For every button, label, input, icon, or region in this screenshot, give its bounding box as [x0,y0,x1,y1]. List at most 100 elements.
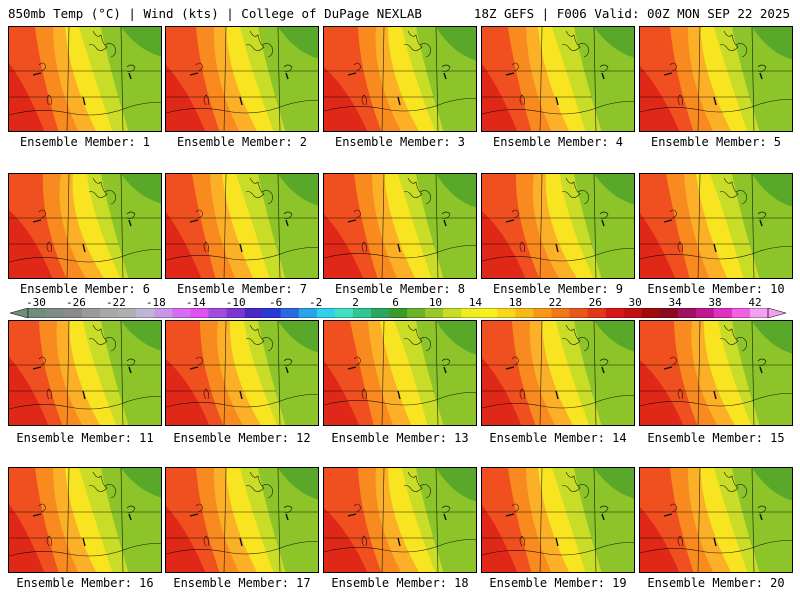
ensemble-member-label: Ensemble Member: 13 [331,431,469,445]
ensemble-map-panel [639,467,793,573]
run-info: 18Z GEFS | F006 Valid: 00Z MON SEP 22 20… [473,6,790,21]
ensemble-member-label: Ensemble Member: 15 [647,431,785,445]
colorbar-swatch [713,308,733,318]
colorbar-swatch [46,308,65,318]
colorbar-swatch [244,308,263,318]
colorbar-swatch [407,308,426,318]
colorbar-swatch [334,308,354,318]
ensemble-map-panel [165,320,319,426]
ensemble-member-label: Ensemble Member: 12 [173,431,311,445]
ensemble-map-panel [323,467,477,573]
ensemble-member-label: Ensemble Member: 2 [176,135,308,149]
colorbar-tick-label: -30 [26,296,46,309]
colorbar-tick-label: -6 [269,296,283,309]
ensemble-map-panel [165,26,319,132]
colorbar-swatch [461,308,480,318]
colorbar-tick-label: -2 [308,296,323,309]
colorbar-swatch [226,308,245,318]
colorbar-swatch [370,308,390,318]
ensemble-map-panel [323,320,477,426]
colorbar-swatch [425,308,444,318]
colorbar-tick-label: -10 [225,296,246,309]
ensemble-map-panel [165,467,319,573]
colorbar-swatch [623,308,642,318]
colorbar-left-arrow [10,308,29,318]
colorbar-swatch [533,308,552,318]
ensemble-member-label: Ensemble Member: 4 [492,135,624,149]
ensemble-map-panel [639,320,793,426]
ensemble-map-panel [639,173,793,279]
colorbar-tick-label: -14 [185,296,206,309]
ensemble-map-panel [481,467,635,573]
colorbar-swatch [749,308,769,318]
ensemble-map-panel [8,173,162,279]
colorbar-swatch [118,308,137,318]
colorbar-tick-label: 14 [468,296,482,309]
colorbar-tick-label: 10 [428,296,443,309]
colorbar-swatch [443,308,462,318]
colorbar-swatch [515,308,534,318]
ensemble-member-label: Ensemble Member: 17 [173,576,311,590]
ensemble-member-label: Ensemble Member: 19 [489,576,627,590]
colorbar-tick-label: 22 [548,296,562,309]
ensemble-member-label: Ensemble Member: 1 [19,135,151,149]
ensemble-map-panel [481,320,635,426]
colorbar-swatch [136,308,155,318]
colorbar-swatch [154,308,173,318]
ensemble-member-label: Ensemble Member: 9 [492,282,624,296]
colorbar-swatch [731,308,751,318]
colorbar-tick-label: -18 [145,296,166,309]
colorbar-tick-label: -26 [66,296,86,309]
ensemble-map-panel [481,173,635,279]
colorbar-swatch [190,308,209,318]
ensemble-member-label: Ensemble Member: 14 [489,431,627,445]
colorbar-swatch [280,308,300,318]
colorbar-swatch [316,308,336,318]
colorbar-swatch [262,308,281,318]
colorbar-swatch [64,308,83,318]
temperature-colorbar [10,308,786,318]
colorbar-swatch [352,308,372,318]
ensemble-map-panel [323,26,477,132]
ensemble-map-panel [639,26,793,132]
colorbar-swatch [677,308,697,318]
colorbar-swatch [28,308,47,318]
ensemble-member-label: Ensemble Member: 11 [16,431,154,445]
colorbar-tick-label: 34 [668,296,682,309]
map-title: 850mb Temp (°C) | Wind (kts) | College o… [8,6,422,21]
colorbar-swatch [298,308,318,318]
ensemble-map-panel [481,26,635,132]
ensemble-member-label: Ensemble Member: 8 [334,282,466,296]
ensemble-member-label: Ensemble Member: 5 [650,135,782,149]
colorbar-tick-label: -22 [105,296,126,309]
colorbar-tick-label: 2 [352,296,359,309]
colorbar-swatch [641,308,661,318]
colorbar-swatch [100,308,119,318]
colorbar-swatch [659,308,679,318]
colorbar-swatch [551,308,570,318]
ensemble-map-panel [8,467,162,573]
colorbar-right-arrow [767,308,786,318]
colorbar-swatch [172,308,191,318]
ensemble-member-label: Ensemble Member: 7 [176,282,308,296]
ensemble-map-panel [165,173,319,279]
ensemble-map-panel [323,173,477,279]
ensemble-member-label: Ensemble Member: 20 [647,576,785,590]
colorbar-swatch [82,308,101,318]
ensemble-map-panel [8,26,162,132]
colorbar-swatch [569,308,588,318]
colorbar-swatch [497,308,516,318]
colorbar-tick-label: 42 [748,296,762,309]
ensemble-member-label: Ensemble Member: 3 [334,135,466,149]
colorbar-swatch [388,308,408,318]
colorbar-swatch [208,308,227,318]
colorbar-swatch [695,308,715,318]
colorbar-swatch [587,308,606,318]
colorbar-tick-label: 30 [628,296,642,309]
colorbar-tick-label: 18 [508,296,522,309]
colorbar-tick-label: 26 [588,296,602,309]
ensemble-member-label: Ensemble Member: 16 [16,576,154,590]
colorbar-tick-label: 38 [708,296,722,309]
ensemble-member-label: Ensemble Member: 18 [331,576,469,590]
ensemble-map-panel [8,320,162,426]
